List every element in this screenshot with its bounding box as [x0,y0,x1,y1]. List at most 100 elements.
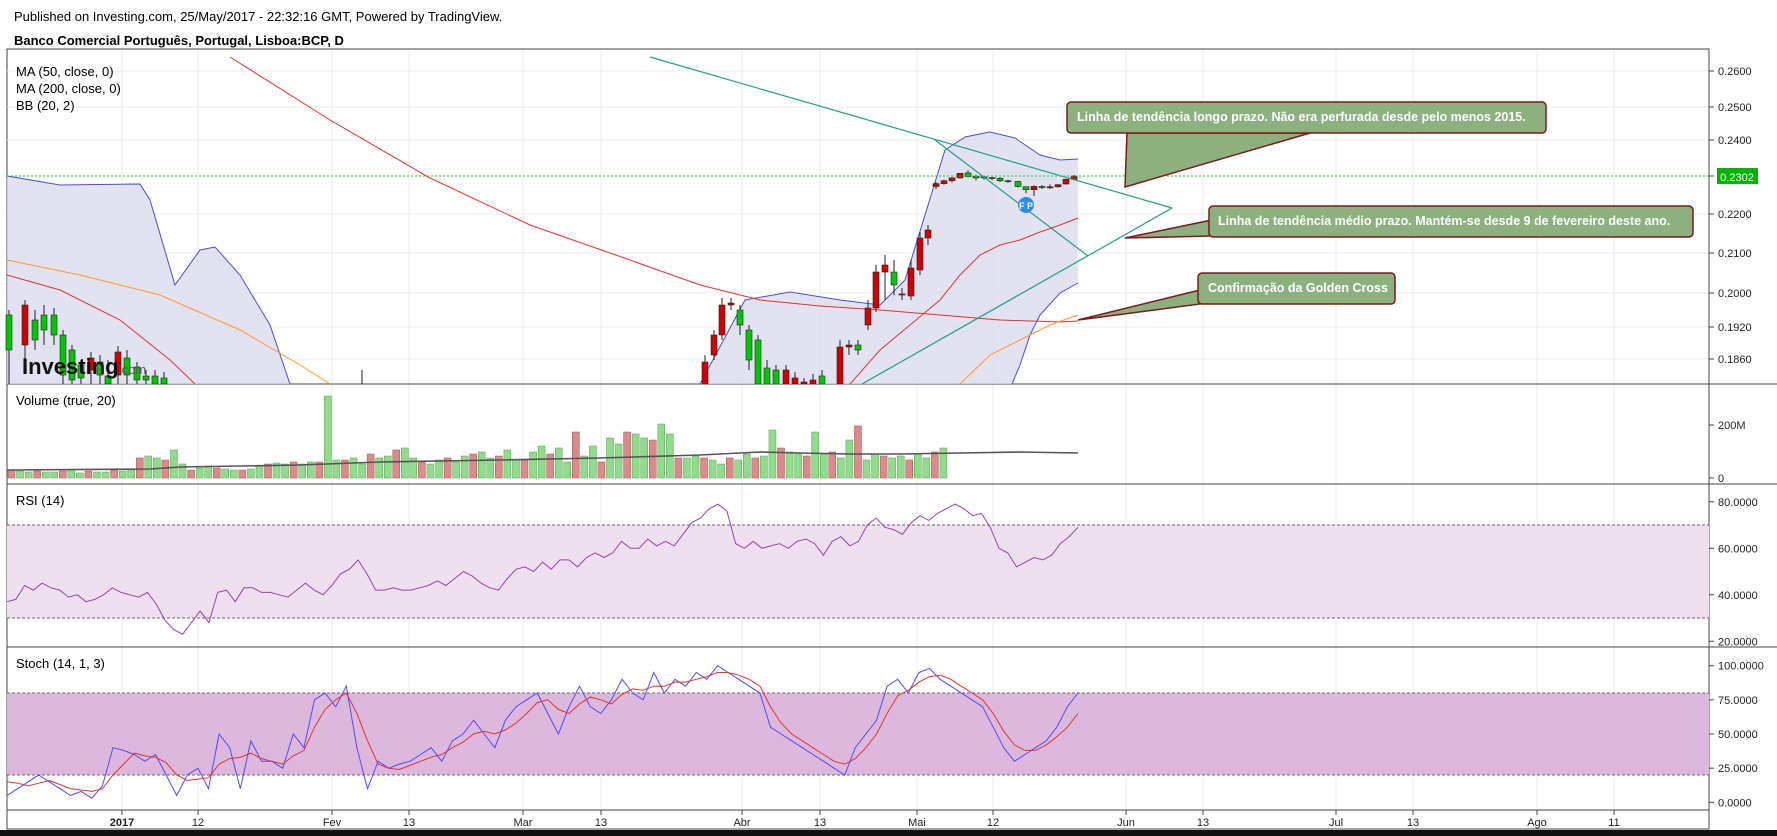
legend-ma50: MA (50, close, 0) [16,64,114,79]
volume-bar [392,449,400,479]
candle-body [1046,186,1054,189]
volume-bar [777,447,785,479]
candle-body [932,183,940,187]
volume-bar [452,461,460,479]
stoch-k-line [6,665,1079,799]
annotation-box [1208,205,1694,238]
bollinger-band-fill [7,176,290,384]
volume-bar [349,457,358,479]
volume-bar [589,445,597,479]
bollinger-band-fill [700,132,1078,384]
candle-body [1054,184,1062,188]
volume-bar [7,469,16,479]
stoch-legend: Stoch (14, 1, 3) [16,656,105,671]
stoch-tick-label: 50.0000 [1718,729,1758,741]
volume-bar [512,459,520,479]
candle-body [782,369,790,385]
volume-bar [418,461,426,479]
rsi-tick-label: 60.0000 [1718,543,1758,555]
stoch-tick-label: 100.0000 [1718,661,1764,673]
trendline-top-branch[interactable] [934,139,1089,257]
volume-bar [324,395,332,479]
bollinger-mid-line [6,274,196,385]
candle-body [854,344,862,351]
volume-bars [7,395,948,479]
candle-body [916,237,924,271]
volume-bar [879,455,888,479]
volume-bar [426,463,435,479]
volume-bar [375,457,383,479]
volume-bar [221,468,229,479]
candle-body [1062,179,1070,185]
stoch-tick-label: 25.0000 [1718,763,1758,775]
time-axis-ticks: 2017 12 Fev 13 Mar 13 Abr 13 Mai 12 Jun 13 Jul 13 Ago 1… [7,809,1709,829]
investing-watermark: Investing [22,354,119,379]
volume-bar [794,453,802,479]
candle-body [151,375,159,385]
volume-bar [212,467,221,479]
volume-bar [289,461,298,479]
investing-watermark-suffix: .com [118,362,146,377]
candle-body [114,351,122,376]
volume-bar [725,457,734,479]
long-term-trendline[interactable] [649,56,1173,209]
candle-body [881,264,889,273]
volume-bar [401,447,409,479]
volume-bar [307,461,315,479]
volume-bar [59,470,67,479]
volume-bar [315,461,324,479]
volume-bar [871,453,879,479]
rsi-line [6,503,1079,635]
volume-bar [563,461,571,479]
volume-bar [127,469,135,479]
indicator-axis-ticks: 200M 0 80.0000 60.0000 40.0000 20.0000 100.000… [1709,420,1764,809]
rsi-band [7,525,1709,618]
candle-body [160,377,168,385]
candles-group [5,170,1078,385]
candle-body [718,304,726,336]
annotation-medium-term[interactable]: Linha de tendência médio prazo. Mantém-s… [1124,205,1694,239]
medium-term-trendline[interactable] [861,207,1173,385]
price-pane: F P Investing .com [5,56,1709,385]
volume-bar [802,455,811,479]
annotation-golden-cross[interactable]: Confirmação da Golden Cross [1077,272,1396,321]
volume-bar [110,469,118,479]
candle-body [907,267,915,297]
time-tick-label: 13 [814,817,826,829]
ma200-line [229,56,1079,323]
volume-bar [435,459,443,479]
rsi-tick-label: 20.0000 [1718,636,1758,648]
annotation-text: Linha de tendência médio prazo. Mantém-s… [1218,214,1670,228]
volume-bar [187,469,195,479]
volume-bar [238,469,247,479]
volume-bar [495,455,503,479]
fp-marker-icon[interactable] [1018,197,1034,213]
volume-bar [760,455,768,479]
annotation-long-term[interactable]: Linha de tendência longo prazo. Não era … [1066,101,1547,189]
price-tick-label: 0.2200 [1718,209,1752,221]
published-caption: Published on Investing.com, 25/May/2017 … [14,9,503,24]
volume-bar [41,471,50,479]
volume-bar [101,471,110,479]
volume-tick-label: 0 [1718,473,1724,485]
volume-bar [939,447,948,479]
volume-bar [862,459,871,479]
volume-bar [854,425,862,479]
time-tick-label: Ago [1527,817,1547,829]
price-tick-label: 0.1920 [1718,322,1752,334]
volume-ma-line [6,451,1079,471]
volume-bar [358,463,366,479]
annotation-pointer [1124,219,1213,239]
volume-bar [383,455,392,479]
time-tick-label: Jul [1329,817,1343,829]
bollinger-mid-line [849,217,1079,385]
volume-bar [170,449,178,479]
volume-bar [503,449,512,479]
volume-bar [931,451,939,479]
candle-body [40,314,48,331]
rsi-tick-label: 80.0000 [1718,497,1758,509]
ma50-line [959,314,1079,385]
candle-body [31,319,39,341]
volume-bar [195,467,204,479]
